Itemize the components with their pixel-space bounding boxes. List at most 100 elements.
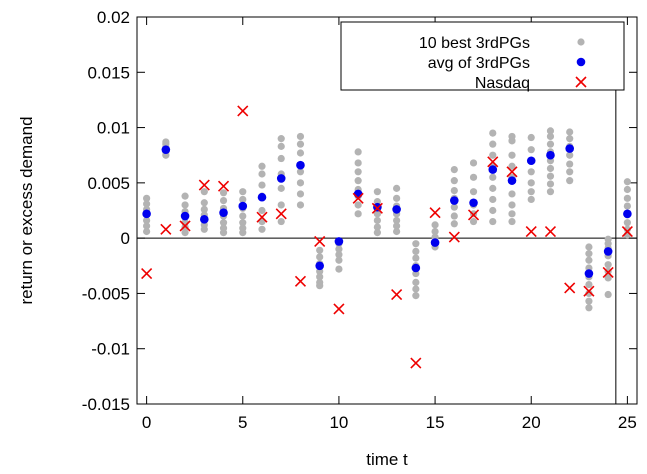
legend-best-3rdpg-marker (577, 38, 585, 46)
best-3rdpg-point (316, 282, 324, 290)
nasdaq-point (410, 357, 422, 369)
best-3rdpg-point (200, 225, 208, 233)
best-3rdpg-point (489, 151, 497, 159)
best-3rdpg-point (200, 205, 208, 213)
nasdaq-point (602, 266, 614, 278)
avg-3rdpg-point (392, 205, 401, 214)
x-tick-label: 15 (426, 413, 445, 432)
x-tick-label: 20 (522, 413, 541, 432)
cross-stroke (391, 288, 403, 301)
best-3rdpg-point (373, 229, 381, 237)
best-3rdpg-point (489, 217, 497, 226)
best-3rdpg-point (489, 195, 497, 204)
best-3rdpg-point (258, 181, 266, 189)
best-3rdpg-point (489, 129, 497, 137)
best-3rdpg-point (546, 188, 555, 196)
avg-3rdpg-point (334, 237, 344, 246)
best-3rdpg-point (623, 185, 631, 194)
legend-nasdaq-label: Nasdaq (475, 75, 530, 92)
legend-avg-3rdpg-label: avg of 3rdPGs (428, 55, 530, 72)
best-3rdpg-point (200, 199, 208, 207)
best-3rdpg-point (566, 151, 574, 159)
best-3rdpg-point (508, 201, 516, 209)
best-3rdpg-point (393, 194, 401, 202)
best-3rdpg-point (450, 212, 458, 220)
avg-3rdpg-point (411, 263, 421, 273)
best-3rdpg-point (239, 229, 247, 237)
cross-stroke (467, 209, 480, 221)
best-3rdpg-point (527, 188, 535, 196)
best-3rdpg-point (546, 172, 555, 180)
best-3rdpg-point (450, 220, 458, 228)
best-3rdpg-point (354, 168, 362, 176)
nasdaq-point (391, 288, 403, 301)
best-3rdpg-point (412, 254, 420, 262)
best-3rdpg-point (393, 222, 401, 230)
nasdaq-point (525, 225, 537, 238)
best-3rdpg-point (546, 164, 555, 173)
cross-stroke (564, 282, 576, 294)
best-3rdpg-point (623, 194, 631, 202)
legend-avg-3rdpg-marker (576, 57, 586, 67)
best-3rdpg-point (354, 148, 362, 156)
best-3rdpg-point (296, 149, 305, 157)
best-3rdpg-point (316, 246, 324, 254)
best-3rdpg-point (585, 304, 593, 312)
best-3rdpg-point (277, 184, 285, 192)
best-3rdpg-point (508, 162, 516, 170)
best-3rdpg-point (258, 162, 266, 170)
cross-stroke (525, 225, 537, 238)
best-3rdpg-point (335, 265, 343, 273)
best-3rdpg-point (469, 188, 478, 196)
best-3rdpg-point (489, 140, 497, 148)
avg-3rdpg-point (507, 176, 517, 185)
cross-stroke (198, 179, 210, 191)
avg-3rdpg-point (450, 196, 459, 205)
best-3rdpg-point (296, 190, 305, 198)
best-3rdpg-point (604, 261, 612, 269)
best-3rdpg-point (508, 137, 516, 145)
nasdaq-point (141, 267, 153, 280)
cross-stroke (237, 105, 249, 117)
best-3rdpg-point (277, 135, 285, 143)
plot-frame (136, 16, 638, 405)
x-axis-label: time t (366, 450, 408, 469)
avg-3rdpg-point (584, 269, 594, 278)
avg-3rdpg-point (623, 209, 632, 219)
nasdaq-point (583, 285, 595, 297)
x-tick-label: 5 (238, 413, 247, 432)
best-3rdpg-point (373, 188, 381, 196)
best-3rdpg-point (431, 221, 439, 229)
best-3rdpg-point (277, 201, 285, 209)
cross-stroke (160, 223, 172, 235)
best-3rdpg-point (546, 180, 555, 188)
cross-stroke (179, 220, 191, 232)
avg-3rdpg-point (353, 189, 363, 199)
avg-3rdpg-point (142, 209, 151, 219)
best-3rdpg-point (393, 216, 401, 225)
cross-stroke (429, 207, 441, 219)
cross-stroke (314, 235, 326, 248)
x-tick-label: 10 (329, 413, 348, 432)
best-3rdpg-point (412, 240, 420, 248)
best-3rdpg-point (566, 160, 574, 168)
avg-3rdpg-point (257, 192, 267, 202)
best-3rdpg-point (239, 212, 247, 220)
best-3rdpg-point (143, 222, 151, 230)
best-3rdpg-point (219, 189, 228, 197)
cross-stroke (141, 267, 153, 280)
best-3rdpg-point (373, 223, 381, 231)
best-3rdpg-point (566, 128, 574, 136)
nasdaq-point (352, 192, 364, 204)
best-3rdpg-point (508, 217, 516, 226)
avg-3rdpg-point (526, 156, 536, 166)
best-3rdpg-point (277, 217, 285, 226)
avg-3rdpg-point (603, 247, 613, 256)
cross-stroke (333, 303, 345, 315)
y-tick-label: 0.015 (87, 63, 130, 82)
avg-3rdpg-point (565, 144, 574, 153)
best-3rdpg-point (450, 186, 458, 195)
cross-stroke (621, 225, 633, 238)
best-3rdpg-point (546, 140, 555, 148)
x-tick-label: 0 (142, 413, 151, 432)
